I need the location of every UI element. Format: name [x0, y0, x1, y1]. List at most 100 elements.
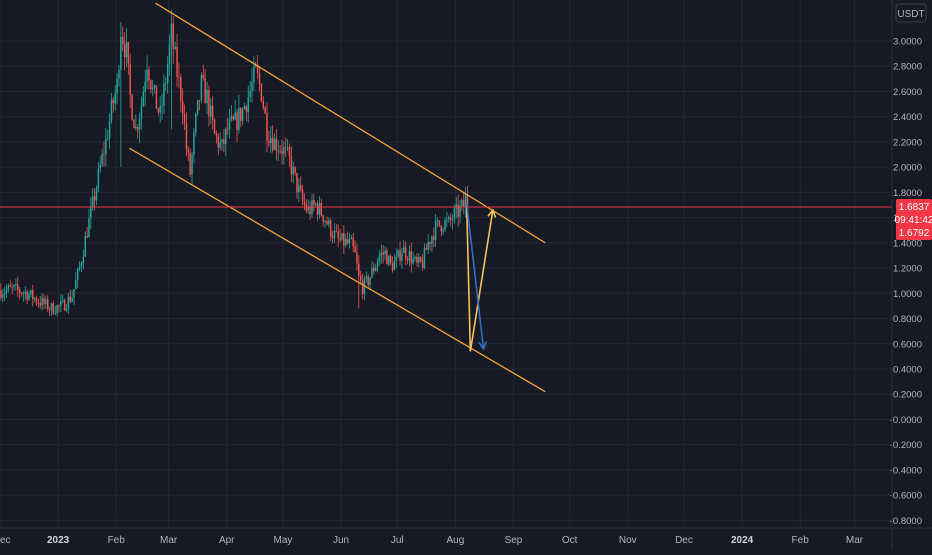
candle-body [151, 87, 154, 90]
candle-body [453, 208, 456, 220]
projection-arrowhead-blue [478, 341, 488, 351]
secondary-price-label: 1.6792 [899, 228, 930, 239]
candle-body [290, 156, 293, 175]
candle-body [33, 298, 36, 300]
candle-body [20, 292, 23, 295]
candle-body [234, 112, 236, 120]
candle-body [131, 95, 133, 120]
candle-body [451, 219, 454, 221]
candle-body [193, 132, 195, 155]
time-tick-label: Aug [446, 535, 464, 546]
time-tick-label: Feb [792, 535, 810, 546]
candle-body [148, 69, 150, 81]
candle-body [172, 23, 175, 50]
candle-body [18, 289, 21, 293]
candle-body [275, 138, 278, 151]
candle-body [438, 220, 441, 226]
candle-body [183, 113, 186, 123]
candle-body [208, 89, 210, 117]
price-tick-label: 0.8000 [893, 314, 922, 325]
candle-body [380, 252, 383, 256]
currency-badge[interactable]: USDT [895, 3, 927, 23]
candle-body [273, 138, 276, 150]
candle-body [202, 74, 205, 78]
price-tick-label: 2.8000 [893, 62, 922, 73]
candle-body [343, 233, 345, 246]
candle-body [127, 42, 130, 64]
candle-body [314, 203, 317, 205]
candle-body [258, 72, 261, 84]
drawings[interactable] [0, 2, 892, 393]
candle-body [320, 203, 323, 216]
candle-body [189, 152, 191, 175]
candle-body [60, 301, 62, 306]
candle-body [331, 236, 334, 239]
candle-body [299, 185, 302, 190]
candle-body [313, 199, 315, 205]
candle-body [412, 258, 414, 264]
candle-body [255, 64, 257, 67]
candle-body [24, 291, 27, 294]
candle-body [446, 219, 448, 221]
price-axis[interactable]: 3.0000 2.8000 2.6000 2.4000 2.2000 2.0000 1.80… [890, 0, 922, 550]
candle-body [406, 258, 409, 261]
candle-body [408, 251, 411, 261]
candle-body [187, 149, 190, 153]
price-tick-label: 1.4000 [893, 238, 922, 249]
candle-body [305, 204, 308, 211]
candle-body [262, 101, 265, 108]
candle-body [399, 250, 401, 261]
candle-body [140, 105, 143, 119]
candle-body [150, 80, 152, 90]
candle-body [50, 303, 53, 310]
candle-body [238, 107, 240, 130]
candle-body [416, 256, 418, 263]
candle-body [106, 138, 109, 140]
candle-body [37, 302, 40, 304]
candle-body [466, 193, 469, 208]
candle-body [344, 239, 347, 246]
candle-body [358, 263, 360, 276]
candle-body [382, 252, 384, 255]
price-tick-label: -0.4000 [890, 465, 922, 476]
candle-body [90, 206, 92, 219]
candle-body [431, 236, 433, 245]
candle-body [329, 220, 332, 237]
candle-body [165, 82, 167, 84]
candle-body [230, 116, 233, 120]
candle-body [5, 289, 8, 293]
candle-body [243, 106, 246, 109]
price-tick-label: -0.0000 [890, 415, 922, 426]
price-tick-label: 2.0000 [893, 163, 922, 174]
time-axis[interactable]: ec 2023 Feb Mar Apr May Jun Jul Aug Sep Oct Nov Dec 2… [0, 527, 932, 546]
candle-body [378, 255, 381, 262]
candle-body [356, 252, 358, 264]
candle-body [461, 200, 463, 207]
candle-body [418, 257, 420, 263]
candle-body [63, 300, 66, 311]
candle-body [97, 168, 100, 189]
candle-body [427, 242, 429, 250]
time-tick-label: ec [0, 535, 11, 546]
time-tick-label: 2023 [47, 535, 70, 546]
candle-body [286, 147, 289, 149]
candle-body [108, 120, 111, 139]
time-tick-label: Mar [160, 535, 178, 546]
candle-body [7, 285, 10, 290]
candle-body [236, 112, 238, 130]
candle-body [410, 251, 413, 264]
candle-body [41, 297, 43, 306]
current-price-label: 1.6837 [899, 202, 930, 213]
candle-body [191, 154, 193, 175]
candle-body [11, 286, 13, 288]
candle-body [365, 276, 368, 278]
time-tick-label: Jun [333, 535, 349, 546]
candle-body [448, 217, 450, 220]
candle-body [22, 293, 25, 295]
candle-body [266, 113, 268, 141]
candle-body [361, 280, 364, 294]
candle-body [359, 275, 362, 281]
currency-label: USDT [897, 9, 924, 20]
